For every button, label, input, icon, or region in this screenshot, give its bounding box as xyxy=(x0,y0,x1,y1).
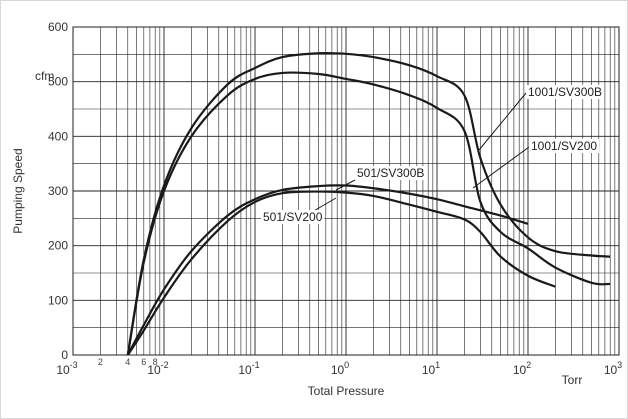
x-axis-title: Total Pressure xyxy=(308,384,385,398)
curve-1001-sv200 xyxy=(126,71,611,356)
label-501-sv300b: 501/SV300B xyxy=(357,166,424,180)
y-tick-label: 100 xyxy=(48,293,68,307)
plot-border xyxy=(72,26,620,356)
label-1001-sv200-leader xyxy=(472,146,530,189)
y-tick-label: 300 xyxy=(48,184,68,198)
y-tick-label: 600 xyxy=(48,20,68,34)
curve-501-sv300b xyxy=(126,184,529,356)
y-axis-title: Pumping Speed xyxy=(11,148,25,233)
x-minor-tick-label: 6 xyxy=(141,357,146,367)
x-unit-label: Torr xyxy=(562,373,583,387)
label-501-sv200: 501/SV200 xyxy=(263,210,323,224)
x-tick-label: 101 xyxy=(422,360,440,377)
y-tick-label: 0 xyxy=(61,348,68,362)
x-tick-label: 102 xyxy=(513,360,531,377)
label-1001-sv300b-leader xyxy=(478,92,527,151)
label-1001-sv200-bg xyxy=(529,139,599,153)
label-501-sv200-leader xyxy=(311,197,337,213)
y-tick-label: 400 xyxy=(48,129,68,143)
label-501-sv200-bg xyxy=(261,210,325,224)
curve-1001-sv300b xyxy=(126,51,611,356)
label-501-sv300b-leader xyxy=(335,179,356,191)
x-minor-tick-label: 8 xyxy=(153,357,158,367)
x-tick-label: 103 xyxy=(604,360,622,377)
label-1001-sv300b-bg xyxy=(526,85,603,99)
label-1001-sv200: 1001/SV200 xyxy=(531,139,597,153)
x-tick-label: 10-1 xyxy=(238,360,259,377)
x-minor-tick-label: 2 xyxy=(98,357,103,367)
x-tick-label: 10-3 xyxy=(56,360,77,377)
curve-501-sv200 xyxy=(126,190,556,356)
x-minor-tick-label: 4 xyxy=(125,357,130,367)
label-501-sv300b-bg xyxy=(355,166,425,180)
y-tick-label: 200 xyxy=(48,239,68,253)
y-unit-label: cfm xyxy=(35,69,54,83)
label-1001-sv300b: 1001/SV300B xyxy=(528,85,602,99)
x-tick-label: 100 xyxy=(331,360,349,377)
x-tick-label: 10-2 xyxy=(147,360,168,377)
y-tick-label: 500 xyxy=(48,75,68,89)
